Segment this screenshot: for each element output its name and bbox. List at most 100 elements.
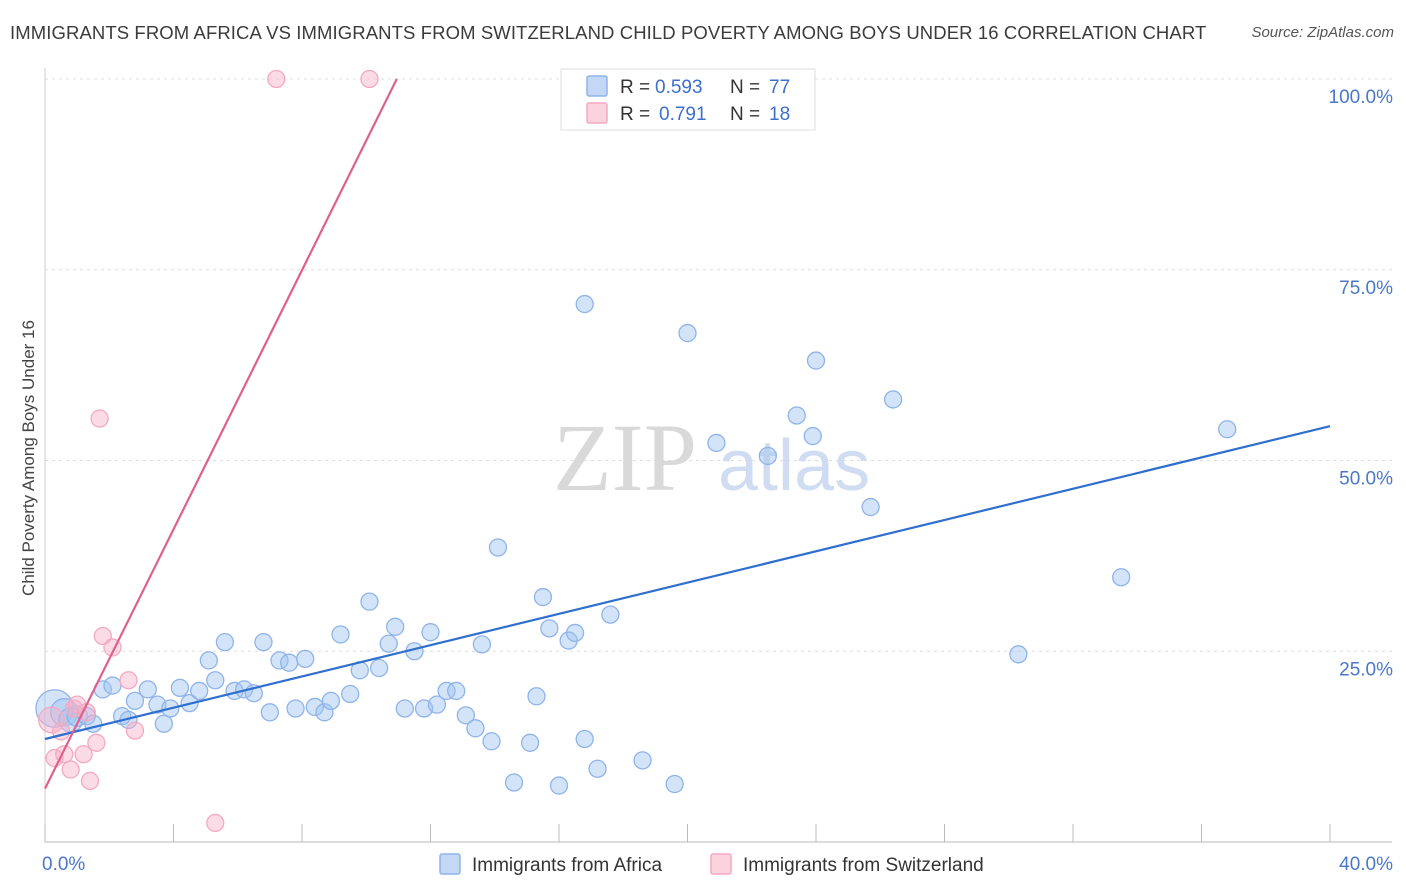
data-point xyxy=(472,635,492,654)
data-point xyxy=(315,703,334,722)
data-point xyxy=(504,773,524,792)
legend-r-value-switzerland: 0.791 xyxy=(659,104,707,125)
watermark-atlas: atlas xyxy=(718,426,870,506)
data-point xyxy=(190,681,209,701)
trend-lines xyxy=(44,78,1331,790)
data-point xyxy=(125,721,145,740)
data-point xyxy=(488,538,508,557)
data-point xyxy=(206,671,225,690)
data-point xyxy=(38,706,65,734)
y-axis-label: Child Poverty Among Boys Under 16 xyxy=(19,320,38,596)
legend-n-value-switzerland: 18 xyxy=(769,104,790,125)
data-point xyxy=(154,714,174,733)
grid xyxy=(45,78,1392,652)
legend-r-label: R = xyxy=(620,77,650,98)
bottom-legend-label-switzerland: Immigrants from Switzerland xyxy=(743,855,984,876)
y-tick-labels: 25.0% 50.0% 75.0% 100.0% xyxy=(1329,87,1394,680)
data-point xyxy=(421,623,440,642)
bottom-legend-label-africa: Immigrants from Africa xyxy=(472,855,662,876)
data-point xyxy=(296,649,315,669)
data-point xyxy=(601,605,620,624)
data-point xyxy=(260,703,280,722)
data-point xyxy=(575,294,594,314)
y-tick-label: 75.0% xyxy=(1339,278,1393,299)
data-point xyxy=(119,671,138,690)
legend-r-label: R = xyxy=(620,104,650,125)
data-point xyxy=(883,390,903,409)
data-point xyxy=(80,771,100,791)
data-point xyxy=(254,632,273,652)
trend-line-switzerland xyxy=(44,78,398,790)
y-tick-label: 25.0% xyxy=(1339,659,1393,680)
watermark-zip: ZIP xyxy=(553,404,697,511)
chart-title: IMMIGRANTS FROM AFRICA VS IMMIGRANTS FRO… xyxy=(10,22,1207,43)
data-point xyxy=(758,446,777,466)
data-point xyxy=(678,323,697,343)
correlation-legend: R = 0.593 N = 77 R = 0.791 N = 18 xyxy=(560,68,816,131)
data-point xyxy=(787,406,806,425)
data-point xyxy=(360,69,379,89)
data-point xyxy=(466,719,485,738)
bottom-legend-swatch-switzerland xyxy=(710,853,732,875)
series-immigrants-from-africa xyxy=(35,294,1237,795)
source-label: Source: ZipAtlas.com xyxy=(1251,24,1394,41)
data-point xyxy=(803,426,822,446)
data-point xyxy=(103,676,122,695)
data-point xyxy=(61,760,80,779)
legend-n-value-africa: 77 xyxy=(769,77,790,98)
legend-swatch-switzerland xyxy=(586,102,608,124)
data-point xyxy=(305,697,325,717)
data-point xyxy=(125,691,145,710)
x-tick-label: 0.0% xyxy=(42,854,85,875)
x-tick-labels: 0.0% 40.0% xyxy=(42,854,1393,875)
data-point xyxy=(540,619,559,638)
data-point xyxy=(215,632,235,652)
data-point xyxy=(707,433,726,453)
data-point xyxy=(386,617,405,636)
data-point xyxy=(341,684,360,704)
watermark: ZIP atlas xyxy=(553,404,870,511)
data-point xyxy=(206,813,225,833)
data-point xyxy=(87,733,106,752)
data-point xyxy=(1218,420,1237,439)
data-point xyxy=(527,687,546,706)
data-point xyxy=(331,625,350,644)
series-immigrants-from-switzerland xyxy=(38,69,379,833)
data-point xyxy=(575,729,594,749)
data-point xyxy=(549,776,569,795)
data-point xyxy=(286,699,305,718)
data-point xyxy=(379,634,398,653)
data-point xyxy=(806,351,826,370)
legend-n-label: N = xyxy=(730,77,760,98)
axes xyxy=(44,68,1392,843)
y-tick-label: 50.0% xyxy=(1339,469,1393,490)
data-point xyxy=(633,751,652,770)
data-point xyxy=(369,658,389,678)
data-point xyxy=(279,653,299,672)
data-point xyxy=(456,706,475,725)
data-point xyxy=(665,774,684,794)
data-point xyxy=(138,680,157,699)
data-point xyxy=(199,651,218,670)
data-point xyxy=(267,69,286,89)
legend-swatch-africa xyxy=(586,75,608,97)
data-point xyxy=(520,733,540,752)
data-point xyxy=(1009,645,1028,664)
data-point xyxy=(565,623,585,643)
data-point xyxy=(1112,568,1131,587)
bottom-legend-swatch-africa xyxy=(439,853,461,875)
series-legend: Immigrants from Africa Immigrants from S… xyxy=(439,853,984,876)
data-point xyxy=(360,592,379,611)
data-point xyxy=(74,745,93,764)
data-point xyxy=(861,497,880,517)
trend-line-africa xyxy=(44,425,1331,741)
data-point xyxy=(170,678,190,698)
legend-n-label: N = xyxy=(730,104,760,125)
x-tick-label: 40.0% xyxy=(1339,854,1393,875)
data-point xyxy=(447,681,466,701)
data-point xyxy=(533,587,553,607)
data-point xyxy=(437,681,456,701)
data-point xyxy=(482,732,501,751)
data-point xyxy=(395,699,414,718)
